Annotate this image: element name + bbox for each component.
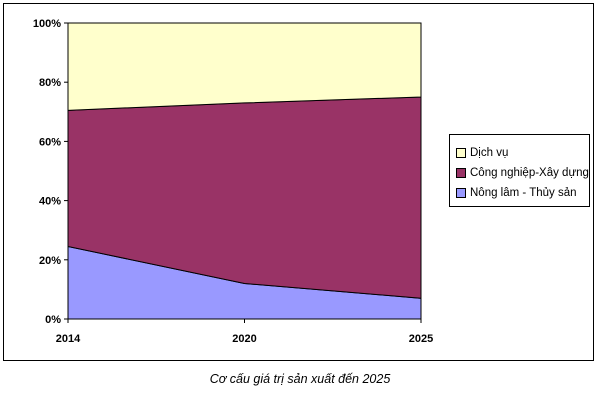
- y-tick-label: 100%: [33, 18, 61, 30]
- legend-swatch: [456, 168, 466, 178]
- y-tick-label: 60%: [39, 136, 61, 148]
- legend-swatch: [456, 188, 466, 198]
- chart-caption: Cơ cấu giá trị sản xuất đến 2025: [209, 372, 391, 386]
- legend-label: Nông lâm - Thủy sản: [470, 187, 577, 199]
- y-tick-label: 20%: [39, 255, 61, 267]
- chart-legend: Dịch vụ Công nghiệp-Xây dựng Nông lâm - Th…: [449, 134, 590, 207]
- legend-item: Dịch vụ: [456, 143, 589, 163]
- chart-plot: 0% 20% 40% 60% 80% 100% 2014 2020 2025: [33, 18, 433, 345]
- legend-label: Dịch vụ: [470, 147, 509, 159]
- y-tick-label: 40%: [39, 196, 61, 208]
- legend-swatch: [456, 148, 466, 158]
- y-tick-label: 80%: [39, 77, 61, 89]
- legend-label: Công nghiệp-Xây dựng: [470, 167, 589, 179]
- x-tick-label: 2025: [409, 333, 433, 345]
- x-tick-label: 2014: [56, 333, 81, 345]
- x-tick-label: 2020: [232, 333, 256, 345]
- y-tick-label: 0%: [45, 314, 61, 326]
- legend-item: Công nghiệp-Xây dựng: [456, 163, 589, 183]
- legend-item: Nông lâm - Thủy sản: [456, 183, 589, 203]
- area-dich-vu: [67, 22, 422, 111]
